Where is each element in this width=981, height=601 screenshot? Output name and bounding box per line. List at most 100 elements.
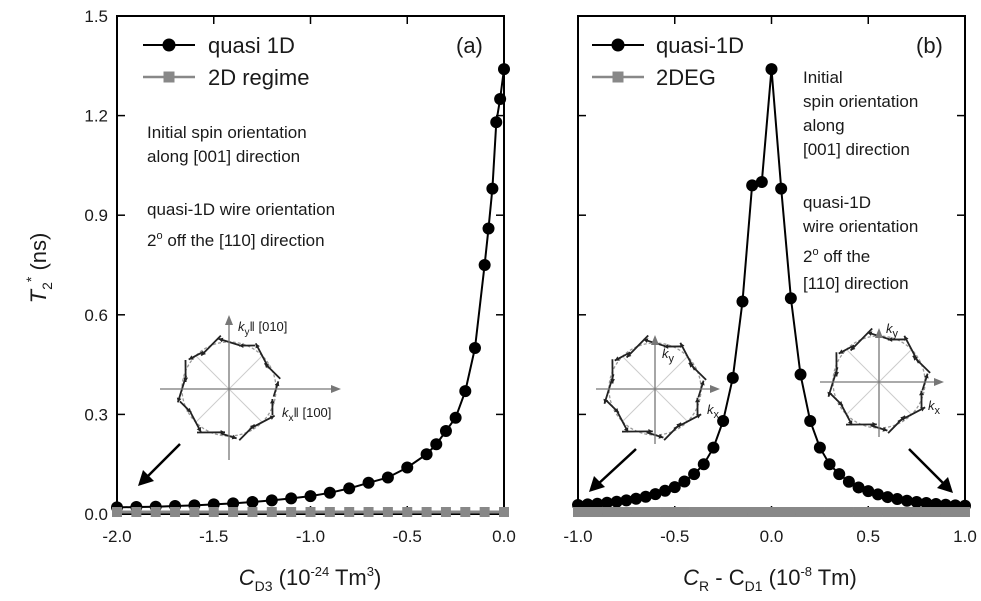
data-point xyxy=(950,507,961,518)
panel-b-ticks: -1.0 -0.5 0.0 0.5 1.0 xyxy=(563,15,977,546)
data-point xyxy=(920,497,933,510)
data-point xyxy=(746,179,759,192)
data-point xyxy=(498,63,510,76)
data-point xyxy=(362,476,375,489)
spin-arrowhead xyxy=(186,407,192,413)
inset-a-kx-arrowhead xyxy=(331,385,341,393)
data-point xyxy=(468,342,481,354)
panel-b-note-line-7: 2o off the xyxy=(803,246,870,266)
data-point xyxy=(131,507,142,518)
data-point xyxy=(784,292,797,305)
data-point xyxy=(862,485,875,498)
x-tick-label: 0.0 xyxy=(760,527,784,546)
panel-b-x-axis-title: CR - CD1 (10-8 Tm) xyxy=(683,564,857,594)
spin-arrowhead xyxy=(882,427,888,432)
data-point xyxy=(892,507,903,518)
data-point xyxy=(900,494,913,507)
data-point xyxy=(610,495,623,508)
data-point xyxy=(650,507,661,518)
panel-a: -2.0 -1.5 -1.0 -0.5 0.0 0.0 0.3 0.6 0.9 1.2 1.5 qu… xyxy=(84,7,515,594)
spin-arrowhead xyxy=(231,434,237,440)
x-tick-label: 0.0 xyxy=(492,527,516,546)
data-point xyxy=(486,182,499,195)
data-point xyxy=(804,415,817,428)
data-point xyxy=(863,507,874,518)
data-point xyxy=(208,507,219,518)
y-axis-title: T2* (ns) xyxy=(23,233,55,304)
note-degree-value: 2 xyxy=(147,231,156,250)
data-point xyxy=(824,507,835,518)
data-point xyxy=(324,507,335,518)
data-point xyxy=(421,507,432,518)
data-point xyxy=(833,468,846,481)
inset-b-left-kx-label: kx xyxy=(707,402,720,421)
spin-arrowhead xyxy=(695,397,700,403)
data-point xyxy=(266,507,277,518)
data-point xyxy=(871,488,884,501)
data-point xyxy=(891,493,904,506)
note-degree-sup: o xyxy=(156,230,162,242)
data-point xyxy=(842,475,855,488)
x-tick-label: -0.5 xyxy=(660,527,689,546)
y-axis-title-sub: 2 xyxy=(39,282,55,290)
spin-arrowhead xyxy=(274,381,280,387)
data-point xyxy=(631,507,642,518)
data-point xyxy=(940,507,951,518)
data-point xyxy=(765,63,778,76)
data-point xyxy=(381,471,394,484)
y-axis-title-sup: * xyxy=(23,276,39,282)
inset-b-right-kx-label: kx xyxy=(928,398,941,417)
data-point xyxy=(707,441,720,454)
panel-b-note-line-6: wire orientation xyxy=(802,217,918,236)
y-tick-label: 1.2 xyxy=(84,107,108,126)
x-tick-label: -1.5 xyxy=(199,527,228,546)
spin-arrow xyxy=(897,406,926,423)
data-point xyxy=(150,507,161,518)
spin-arrowhead xyxy=(269,415,275,420)
data-point xyxy=(449,411,462,424)
x-tick-label: -0.5 xyxy=(393,527,422,546)
data-point xyxy=(459,385,472,398)
data-point xyxy=(834,507,845,518)
data-point xyxy=(843,507,854,518)
legend-marker-quasi-1d xyxy=(162,38,176,52)
data-point xyxy=(440,507,451,518)
data-point xyxy=(678,475,691,488)
panel-a-x-axis-title: CD3 (10-24 Tm3) xyxy=(239,564,382,594)
panel-b-notes: Initial spin orientation along [001] dir… xyxy=(802,68,918,293)
data-point xyxy=(881,491,894,504)
legend-marker-quasi-1d-b xyxy=(611,38,625,52)
data-point xyxy=(601,496,614,509)
spin-arrowhead xyxy=(658,434,664,439)
legend-marker-2deg xyxy=(612,71,624,83)
panel-a-legend: quasi 1D 2D regime xyxy=(143,33,309,90)
spin-arrowhead xyxy=(196,426,201,432)
data-point xyxy=(930,507,941,518)
panel-a-frame xyxy=(116,15,505,515)
data-point xyxy=(853,507,864,518)
data-point xyxy=(227,497,240,510)
data-point xyxy=(649,488,662,501)
panel-b-inset-left: ky kx xyxy=(596,334,720,444)
data-point xyxy=(611,507,622,518)
data-point xyxy=(872,507,883,518)
data-point xyxy=(659,484,672,497)
data-point xyxy=(482,222,495,235)
x-tick-label: -1.0 xyxy=(563,527,592,546)
data-point xyxy=(727,507,738,518)
data-point xyxy=(689,507,700,518)
spin-arrowhead xyxy=(255,343,260,349)
data-point xyxy=(189,507,200,518)
data-point xyxy=(921,507,932,518)
inset-a-ky-label: ky‖ [010] xyxy=(238,319,287,338)
data-point xyxy=(573,507,583,518)
spin-arrowhead xyxy=(614,356,620,361)
spin-arrow xyxy=(903,335,920,364)
data-point xyxy=(756,507,767,518)
panel-a-pointer-arrow xyxy=(138,443,181,486)
data-point xyxy=(708,507,719,518)
note-degree-rest: off the [110] direction xyxy=(163,231,325,250)
data-point xyxy=(285,492,298,505)
data-point xyxy=(228,507,239,518)
y-axis-title-main: T xyxy=(26,288,51,303)
